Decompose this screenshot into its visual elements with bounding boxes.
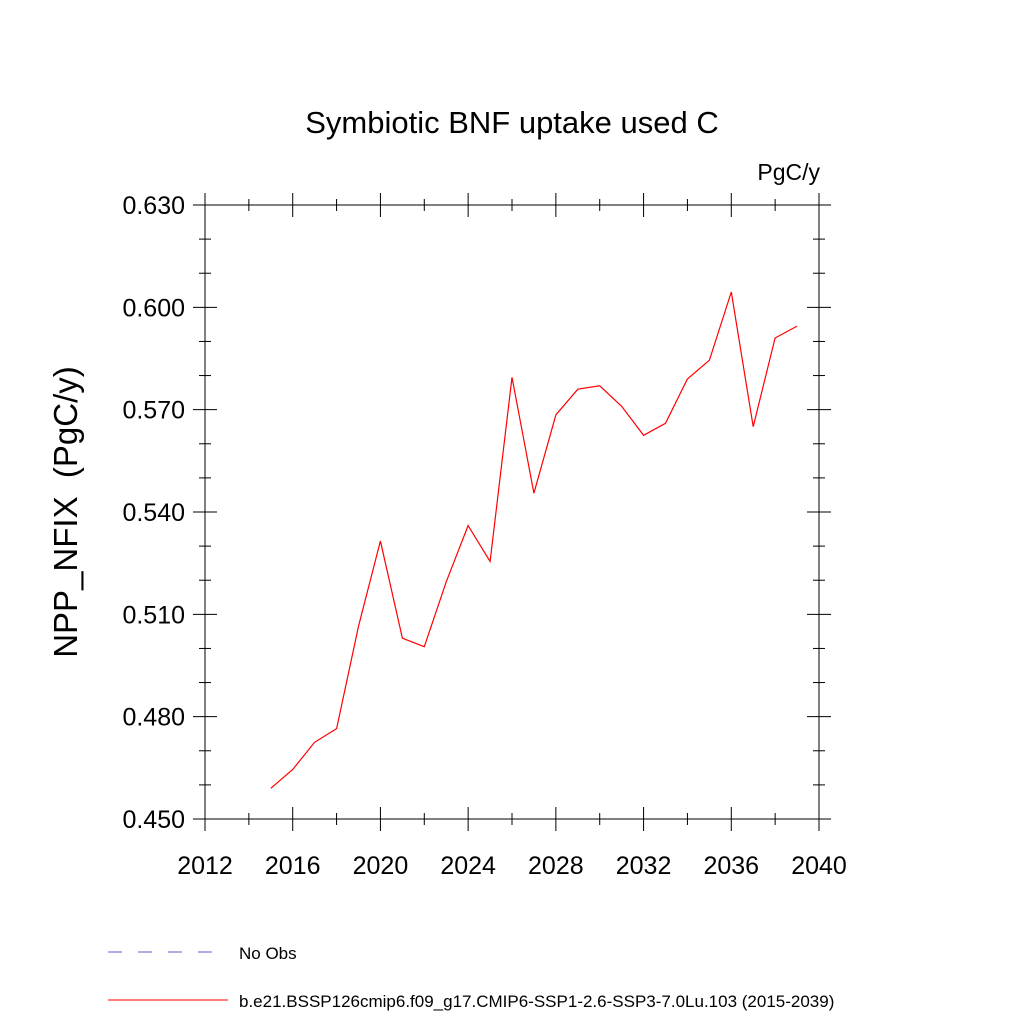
x-tick-label: 2028	[528, 852, 584, 880]
x-tick-label: 2040	[791, 852, 847, 880]
legend-label-1: b.e21.BSSP126cmip6.f09_g17.CMIP6-SSP1-2.…	[239, 992, 834, 1011]
x-tick-label: 2020	[353, 852, 409, 880]
series-layer	[270, 291, 798, 789]
x-tick-label: 2012	[177, 852, 233, 880]
x-tick-label: 2016	[265, 852, 321, 880]
x-tick-label: 2024	[440, 852, 496, 880]
legend-label-0: No Obs	[239, 944, 297, 963]
y-tick-label: 0.600	[122, 294, 185, 322]
x-tick-label: 2036	[703, 852, 759, 880]
y-axis: 0.450 0.480 0.510 0.540 0.570 0.600 0.630	[122, 192, 831, 834]
x-axis: 2012 2016 2020 2024 2028 2032 2036 2040	[177, 193, 847, 880]
y-axis-label: NPP_NFIX (PgC/y)	[47, 366, 84, 658]
units-label: PgC/y	[757, 159, 820, 185]
y-tick-label: 0.570	[122, 397, 185, 425]
series-line-0	[270, 291, 798, 789]
legend: No Obs b.e21.BSSP126cmip6.f09_g17.CMIP6-S…	[108, 944, 834, 1011]
y-tick-label: 0.510	[122, 601, 185, 629]
y-tick-label: 0.630	[122, 192, 185, 220]
y-tick-label: 0.450	[122, 806, 185, 834]
chart-title: Symbiotic BNF uptake used C	[305, 105, 719, 140]
y-tick-label: 0.480	[122, 704, 185, 732]
plot-frame	[204, 204, 820, 820]
x-tick-label: 2032	[616, 852, 672, 880]
y-tick-label: 0.540	[122, 499, 185, 527]
